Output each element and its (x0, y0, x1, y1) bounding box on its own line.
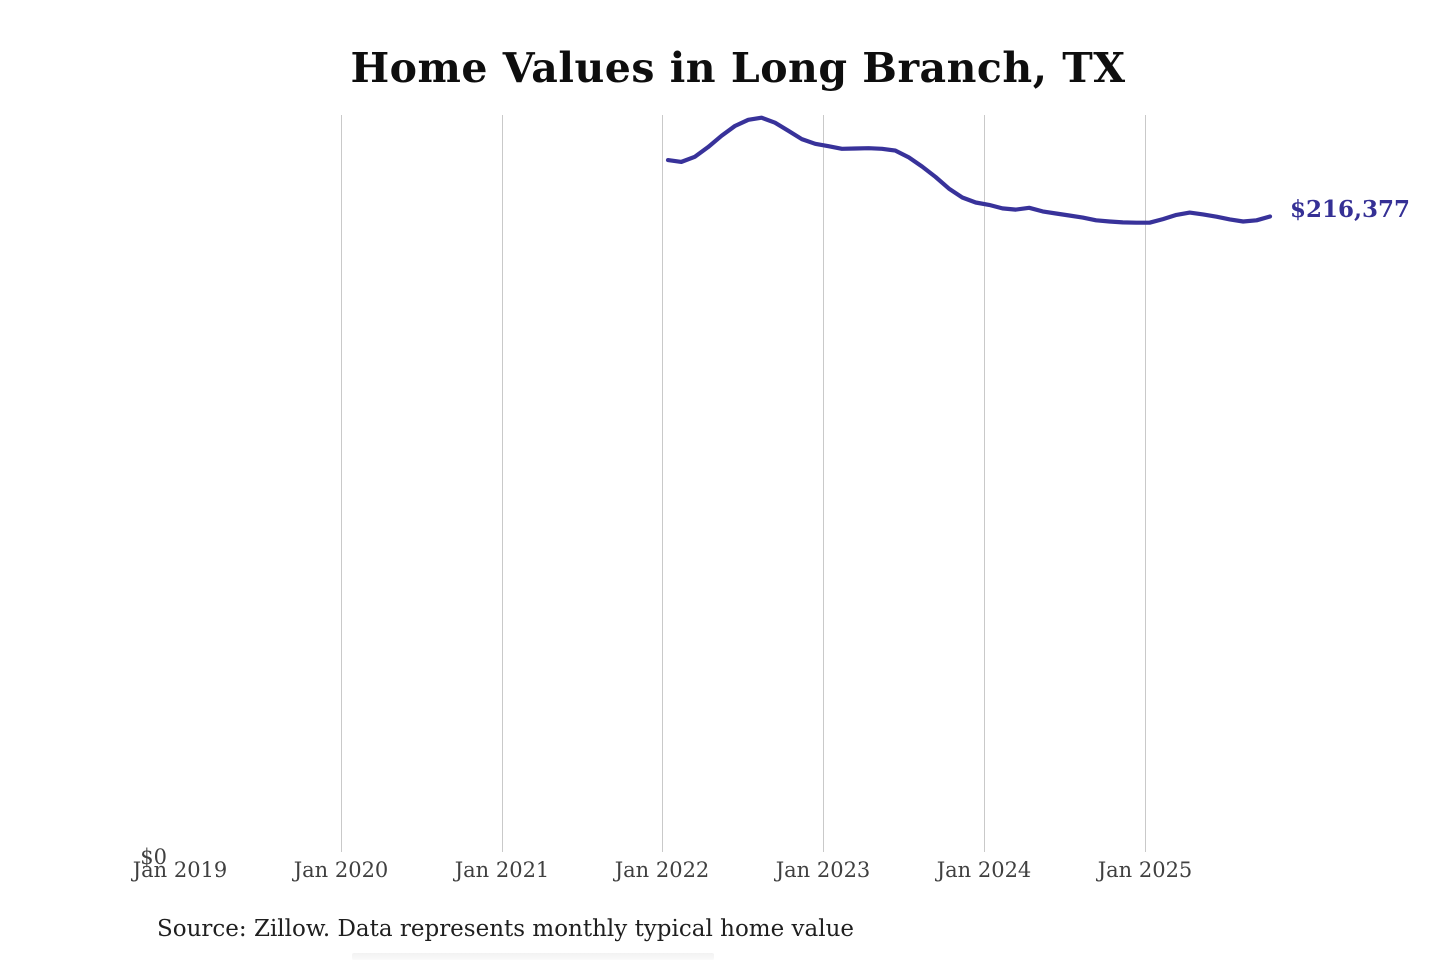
x-tick-jan-2019: Jan 2019 (132, 858, 228, 882)
x-tick-jan-2023: Jan 2023 (775, 858, 871, 882)
gridline-jan-2020 (341, 115, 342, 852)
gridline-jan-2025 (1145, 115, 1146, 852)
y-axis-zero-label: $0 (140, 845, 167, 869)
gridline-jan-2023 (823, 115, 824, 852)
x-tick-jan-2025: Jan 2025 (1097, 858, 1193, 882)
home-value-line (665, 115, 1273, 225)
source-note: Source: Zillow. Data represents monthly … (157, 916, 855, 942)
x-tick-jan-2021: Jan 2021 (454, 858, 550, 882)
cutoff-text-fragment (352, 953, 714, 960)
chart-title: Home Values in Long Branch, TX (350, 44, 1126, 92)
current-value-label: $216,377 (1290, 196, 1411, 223)
x-tick-jan-2020: Jan 2020 (293, 858, 389, 882)
gridline-jan-2021 (502, 115, 503, 852)
x-tick-jan-2022: Jan 2022 (614, 858, 710, 882)
gridline-jan-2022 (662, 115, 663, 852)
x-tick-jan-2024: Jan 2024 (936, 858, 1032, 882)
gridline-jan-2024 (984, 115, 985, 852)
